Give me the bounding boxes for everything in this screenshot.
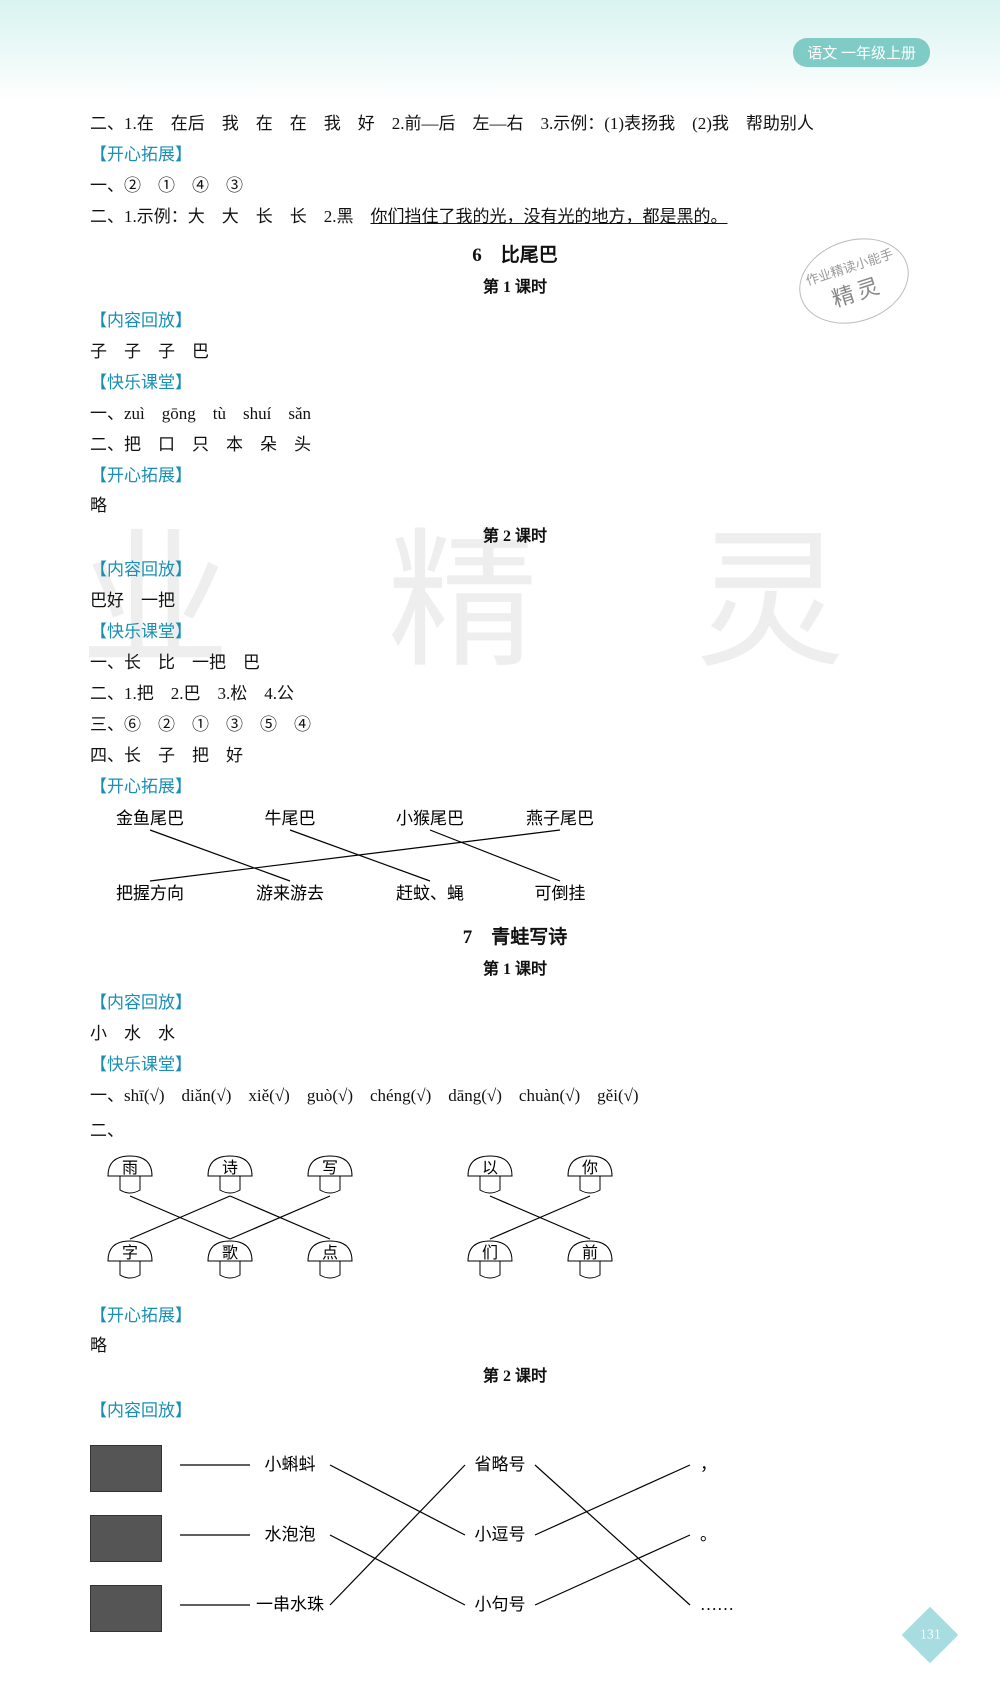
lesson6-kl2-3: 三、⑥ ② ① ③ ⑤ ④ — [90, 711, 940, 740]
kxtz7: 略 — [90, 1332, 940, 1361]
lesson7-kl2-prefix: 二、 — [90, 1121, 124, 1140]
label-nrhf-2: 【内容回放】 — [90, 556, 940, 585]
label-nrhf-3: 【内容回放】 — [90, 989, 940, 1018]
block1-l1: 一、② ① ④ ③ — [90, 172, 940, 201]
svg-text:小句号: 小句号 — [475, 1595, 526, 1614]
lesson6-kl2: 二、把 口 只 本 朵 头 — [90, 431, 940, 460]
svg-text:以: 以 — [482, 1160, 498, 1177]
content: 二、1.在 在后 我 在 在 我 好 2.前—后 左—右 3.示例：(1)表扬我… — [90, 110, 940, 1655]
svg-text:，: ， — [700, 1455, 717, 1474]
lesson6-kl2-1: 一、长 比 一把 巴 — [90, 649, 940, 678]
thumb-1 — [90, 1445, 162, 1492]
header-subject: 语文 — [807, 46, 837, 62]
mushroom-diagram: 雨 诗 写 以 你字 歌 点 们 前 — [90, 1146, 790, 1296]
lesson7-sub2: 第 2 课时 — [90, 1363, 940, 1390]
lesson6-nrhf: 子 子 子 巴 — [90, 338, 940, 367]
lesson6-sub2: 第 2 课时 — [90, 523, 940, 550]
svg-text:可倒挂: 可倒挂 — [535, 884, 586, 903]
svg-text:诗: 诗 — [222, 1159, 238, 1177]
label-kxtz: 【开心拓展】 — [90, 141, 940, 170]
lesson6-kl1: 一、zuì gōng tù shuí sǎn — [90, 400, 940, 429]
svg-text:省略号: 省略号 — [475, 1455, 526, 1474]
svg-text:前: 前 — [582, 1244, 598, 1262]
svg-text:小蝌蚪: 小蝌蚪 — [265, 1455, 316, 1474]
label-klkt-2: 【快乐课堂】 — [90, 618, 940, 647]
block1-l2-text: 二、1.示例：大 大 长 长 2.黑 — [90, 207, 371, 226]
lesson6-kxtz: 略 — [90, 492, 940, 521]
svg-text:。: 。 — [700, 1525, 717, 1544]
lesson6-title: 6 比尾巴 — [90, 240, 940, 272]
label-klkt-3: 【快乐课堂】 — [90, 1051, 940, 1080]
thumb-2 — [90, 1515, 162, 1562]
svg-text:歌: 歌 — [222, 1244, 238, 1262]
block1-l2-underline: 你们挡住了我的光，没有光的地方，都是黑的。 — [371, 207, 728, 226]
svg-text:一串水珠: 一串水珠 — [256, 1595, 324, 1614]
svg-text:……: …… — [700, 1595, 734, 1614]
svg-text:们: 们 — [482, 1244, 498, 1262]
header-grade: 一年级上册 — [841, 46, 916, 62]
lesson6-kl2-4: 四、长 子 把 好 — [90, 742, 940, 771]
svg-text:小逗号: 小逗号 — [475, 1525, 526, 1544]
lesson6-sub1: 第 1 课时 — [90, 274, 940, 301]
svg-text:雨: 雨 — [122, 1160, 138, 1177]
intro-line: 二、1.在 在后 我 在 在 我 好 2.前—后 左—右 3.示例：(1)表扬我… — [90, 110, 940, 139]
svg-text:小猴尾巴: 小猴尾巴 — [396, 809, 464, 828]
lesson7-sub1: 第 1 课时 — [90, 956, 940, 983]
match2-wrap: 小蝌蚪水泡泡一串水珠 省略号小逗号小句号 ， 。 …… — [90, 1435, 940, 1655]
svg-text:你: 你 — [582, 1159, 598, 1177]
match2-diagram: 小蝌蚪水泡泡一串水珠 省略号小逗号小句号 ， 。 …… — [170, 1435, 870, 1655]
block1-l2: 二、1.示例：大 大 长 长 2.黑 你们挡住了我的光，没有光的地方，都是黑的。 — [90, 203, 940, 232]
svg-text:牛尾巴: 牛尾巴 — [265, 809, 316, 828]
match1-diagram: 金鱼尾巴 牛尾巴 小猴尾巴 燕子尾巴把握方向 游来游去 赶蚊、蝇 可倒挂 — [90, 804, 710, 914]
svg-text:水泡泡: 水泡泡 — [265, 1525, 316, 1544]
svg-text:金鱼尾巴: 金鱼尾巴 — [116, 809, 184, 828]
label-nrhf-1: 【内容回放】 — [90, 307, 940, 336]
label-kxtz-3: 【开心拓展】 — [90, 1302, 940, 1331]
thumb-3 — [90, 1585, 162, 1632]
svg-text:写: 写 — [322, 1160, 338, 1177]
lesson7-nrhf: 小 水 水 — [90, 1020, 940, 1049]
svg-text:字: 字 — [122, 1244, 138, 1262]
svg-text:把握方向: 把握方向 — [116, 884, 184, 903]
svg-text:点: 点 — [322, 1244, 338, 1262]
svg-text:赶蚊、蝇: 赶蚊、蝇 — [396, 884, 464, 903]
label-kxtz-2: 【开心拓展】 — [90, 773, 940, 802]
svg-text:游来游去: 游来游去 — [256, 884, 324, 903]
svg-text:燕子尾巴: 燕子尾巴 — [526, 809, 594, 828]
lesson6-kl2-2: 二、1.把 2.巴 3.松 4.公 — [90, 680, 940, 709]
lesson7-kl1: 一、shī(√) diǎn(√) xiě(√) guò(√) chéng(√) … — [90, 1082, 940, 1111]
lesson7-title: 7 青蛙写诗 — [90, 922, 940, 954]
label-klkt-1: 【快乐课堂】 — [90, 369, 940, 398]
lesson6-nrhf2: 巴好 一把 — [90, 587, 940, 616]
header-badge: 语文 一年级上册 — [793, 38, 930, 67]
label-kxtz-1: 【开心拓展】 — [90, 462, 940, 491]
label-nrhf-4: 【内容回放】 — [90, 1397, 940, 1426]
mushroom-diagram-wrap: 二、 雨 诗 写 以 你字 歌 点 们 前 — [90, 1117, 940, 1296]
